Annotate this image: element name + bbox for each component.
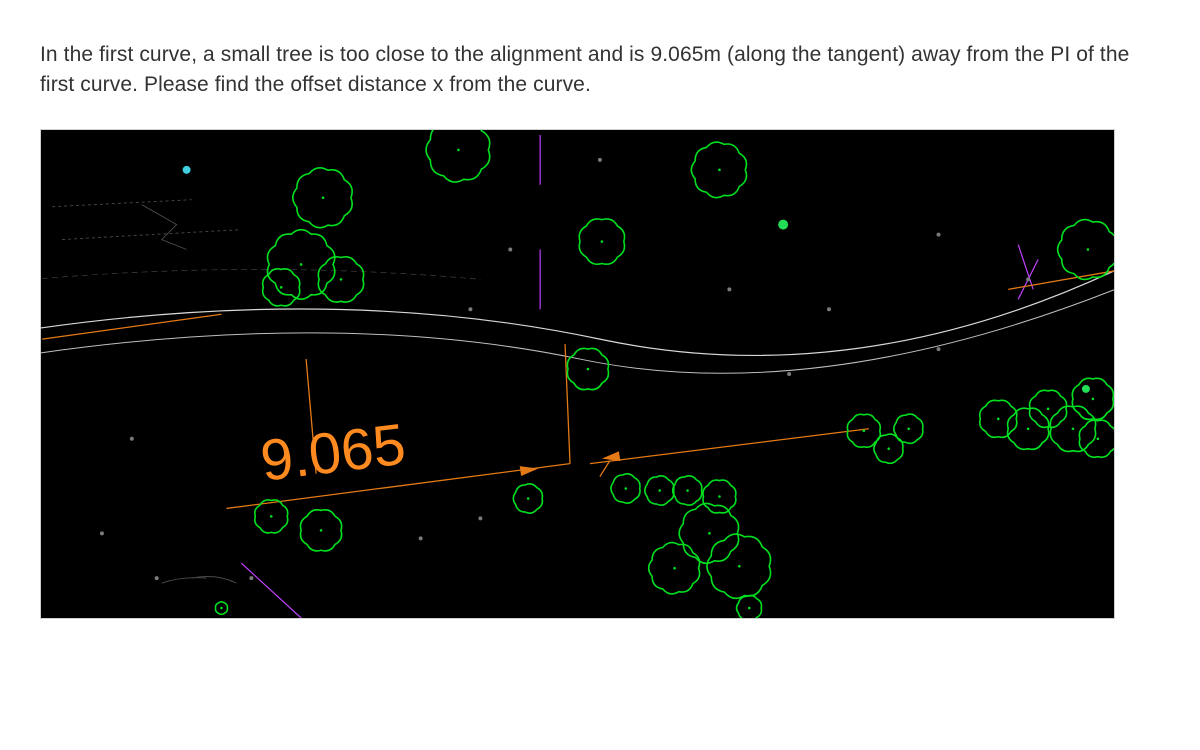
cad-screenshot: 9.065 [40, 129, 1115, 619]
question-text: In the first curve, a small tree is too … [40, 40, 1160, 101]
cad-canvas [41, 130, 1114, 618]
